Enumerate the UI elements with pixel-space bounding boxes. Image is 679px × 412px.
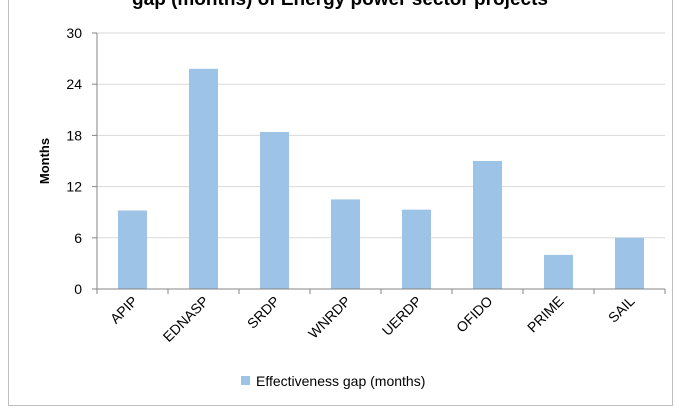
- bar: [402, 209, 431, 289]
- bar: [260, 131, 289, 289]
- x-tick-label: UERDP: [379, 293, 425, 339]
- x-tick-label: WNRDP: [305, 293, 354, 342]
- axes: 0 6 12 18 24 30 APIP EDNASP SRDP WNRDP UERDP OFIDO P…: [66, 25, 666, 345]
- bar: [615, 237, 644, 289]
- x-tick-label: OFIDO: [453, 293, 496, 336]
- x-tick-label: APIP: [107, 293, 141, 327]
- x-tick-label: EDNASP: [160, 293, 212, 345]
- y-tick-label: 18: [66, 127, 82, 143]
- bars: [118, 68, 644, 289]
- bar: [189, 68, 218, 289]
- gridlines: [97, 32, 665, 239]
- x-tick-label: SAIL: [605, 293, 638, 326]
- bar: [473, 161, 502, 289]
- chart-frame: [8, 0, 673, 406]
- y-tick-label: 6: [74, 230, 82, 246]
- chart-title: gap (months) of Energy power sector proj…: [132, 0, 548, 10]
- legend-label: Effectiveness gap (months): [256, 373, 425, 389]
- y-tick-label: 0: [74, 281, 82, 297]
- legend-swatch: [241, 376, 250, 385]
- y-tick-label: 24: [66, 76, 82, 92]
- x-tick-label: PRIME: [524, 293, 567, 336]
- bar: [544, 254, 573, 289]
- bar: [118, 210, 147, 289]
- y-tick-label: 30: [66, 25, 82, 41]
- legend: Effectiveness gap (months): [241, 373, 425, 389]
- y-tick-label: 12: [66, 179, 82, 195]
- y-axis-label: Months: [37, 138, 52, 184]
- bar: [331, 199, 360, 289]
- x-tick-label: SRDP: [244, 293, 283, 332]
